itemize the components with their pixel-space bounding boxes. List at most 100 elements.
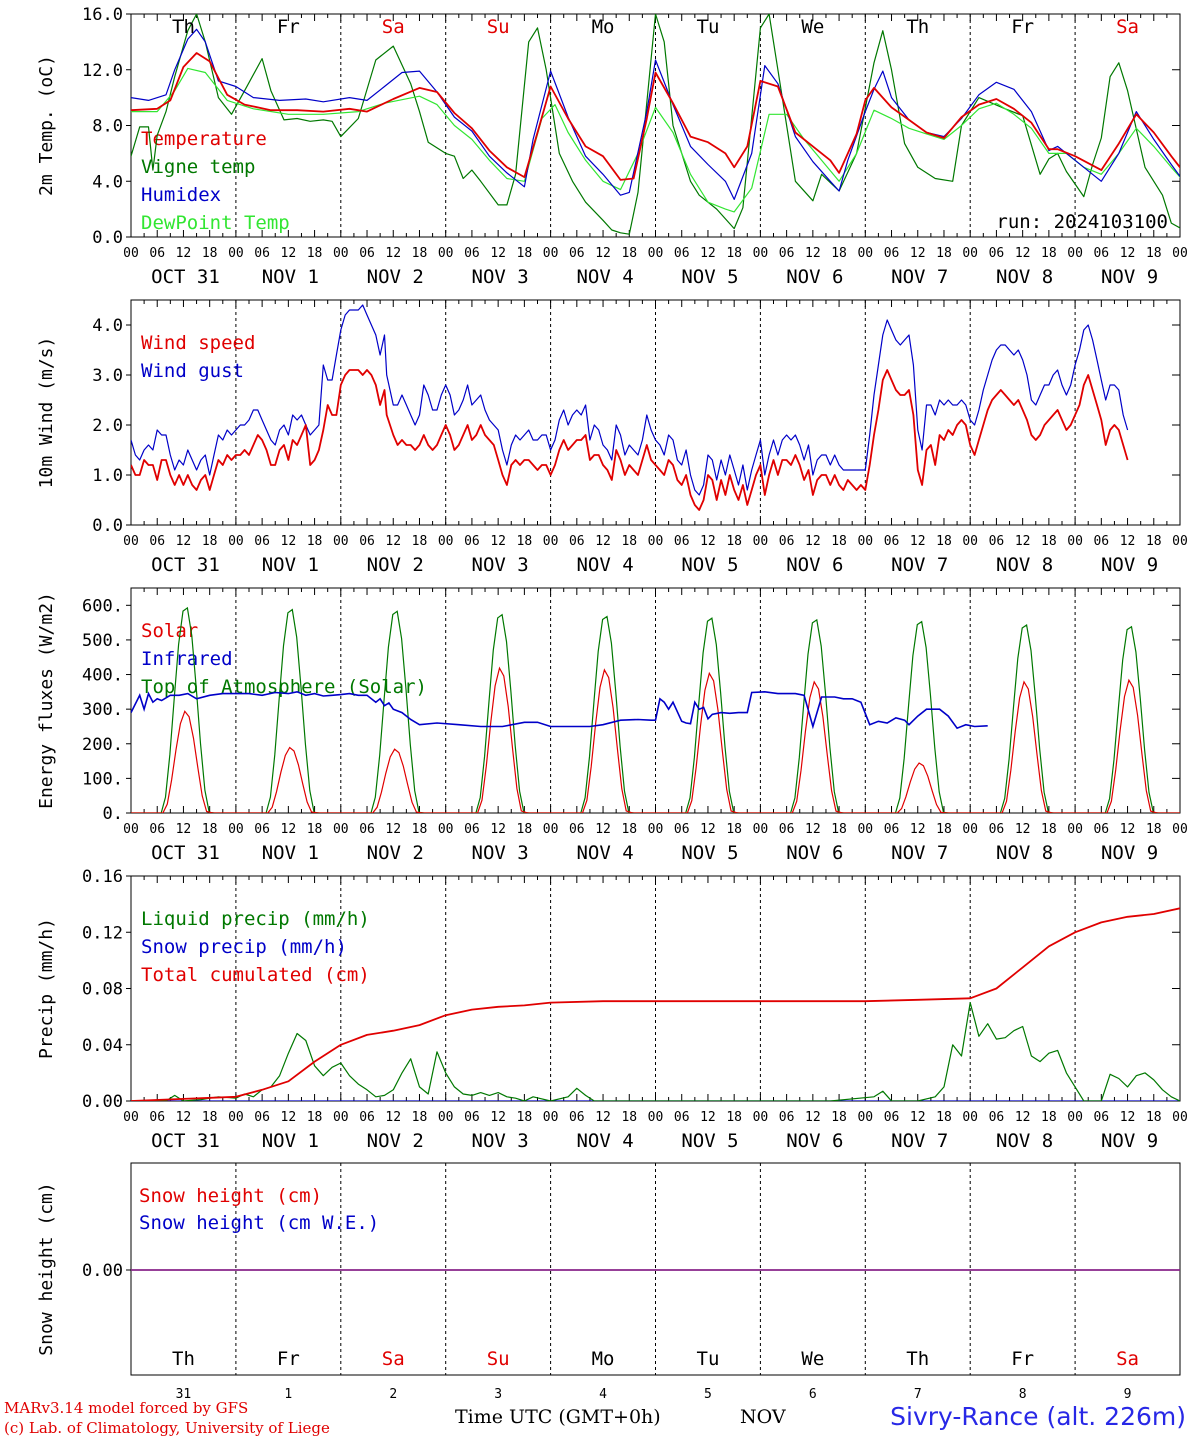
date-label: NOV 5 (681, 842, 738, 864)
y-tick-label: 0.08 (82, 980, 123, 1000)
weekday-label-bottom: Fr (1011, 1348, 1034, 1370)
hour-tick-label: 12 (385, 534, 401, 549)
legend-entry: Wind gust (141, 360, 244, 382)
hour-tick-label: 06 (359, 822, 375, 837)
hour-tick-label: 06 (359, 534, 375, 549)
date-label: NOV 6 (786, 1130, 843, 1152)
date-label: NOV 8 (996, 842, 1053, 864)
hour-tick-label: 06 (359, 246, 375, 261)
panel-2: 0.0 1.0 2.0 3.0 4.0 10m Wind (m/s) 00 06 12 18 OCT… (36, 299, 1188, 576)
date-label: NOV 9 (1101, 554, 1158, 576)
hour-tick-label: 18 (726, 1110, 742, 1125)
date-label: NOV 9 (1101, 266, 1158, 288)
hour-tick-label: 06 (779, 534, 795, 549)
weekday-label-bottom: Tu (697, 1348, 720, 1370)
hour-tick-label: 18 (307, 822, 323, 837)
hour-tick-label: 00 (123, 246, 139, 261)
y-tick-label: 0.16 (82, 867, 123, 887)
hour-tick-label: 12 (805, 246, 821, 261)
hour-tick-label: 12 (490, 534, 506, 549)
date-label: NOV 2 (367, 266, 424, 288)
weekday-label-bottom: Mo (592, 1348, 615, 1370)
hour-tick-label: 12 (176, 822, 192, 837)
hour-tick-label: 12 (490, 822, 506, 837)
date-label: NOV 7 (891, 266, 948, 288)
hour-tick-label: 12 (385, 246, 401, 261)
date-label: NOV 8 (996, 266, 1053, 288)
legend-entry: Vigne temp (141, 156, 255, 178)
y-tick-label: 12.0 (82, 61, 123, 81)
hour-tick-label: 12 (700, 246, 716, 261)
day-number-label: 3 (494, 1387, 502, 1402)
weekday-label: We (801, 16, 824, 38)
hour-tick-label: 18 (1041, 534, 1057, 549)
hour-tick-label: 12 (1120, 822, 1136, 837)
date-label: NOV 6 (786, 842, 843, 864)
hour-tick-label: 12 (1120, 246, 1136, 261)
legend-entry: Infrared (141, 648, 233, 670)
model-credit: MARv3.14 model forced by GFS (c) Lab. of… (4, 1398, 330, 1438)
y-tick-label: 600. (82, 596, 123, 616)
hour-tick-label: 18 (1041, 822, 1057, 837)
hour-tick-label: 06 (884, 822, 900, 837)
hour-tick-label: 18 (726, 246, 742, 261)
hour-tick-label: 00 (1067, 1110, 1083, 1125)
hour-tick-label: 12 (910, 822, 926, 837)
legend-entry: Snow height (cm W.E.) (139, 1212, 379, 1234)
hour-tick-label: 12 (805, 822, 821, 837)
hour-tick-label: 00 (1067, 534, 1083, 549)
date-label: NOV 3 (472, 266, 529, 288)
series-line-wind-gust (131, 304, 1129, 496)
y-axis-label: Energy fluxes (W/m2) (36, 592, 57, 809)
panel-frame (130, 587, 1181, 814)
hour-tick-label: 06 (884, 1110, 900, 1125)
weekday-label-bottom: Th (172, 1348, 195, 1370)
day-number-label: 7 (914, 1387, 922, 1402)
hour-tick-label: 18 (936, 246, 952, 261)
y-tick-label: 0.04 (82, 1036, 123, 1056)
y-tick-label: 8.0 (92, 117, 123, 137)
hour-tick-label: 18 (412, 1110, 428, 1125)
hour-tick-label: 12 (490, 1110, 506, 1125)
hour-tick-label: 12 (595, 1110, 611, 1125)
hour-tick-label: 18 (831, 534, 847, 549)
y-axis-label: 2m Temp. (oC) (36, 55, 57, 196)
hour-tick-label: 00 (333, 1110, 349, 1125)
hour-tick-label: 06 (1093, 822, 1109, 837)
hour-tick-label: 18 (831, 822, 847, 837)
hour-tick-label: 06 (779, 246, 795, 261)
hour-tick-label: 00 (753, 246, 769, 261)
hour-tick-label: 06 (569, 1110, 585, 1125)
run-annotation: run: 2024103100 (996, 211, 1168, 233)
weekday-label-bottom: We (801, 1348, 824, 1370)
series-line-temperature (131, 52, 1180, 181)
hour-tick-label: 12 (281, 534, 297, 549)
hour-tick-label: 00 (648, 246, 664, 261)
legend-entry: Liquid precip (mm/h) (141, 908, 370, 930)
date-label: NOV 4 (576, 554, 633, 576)
hour-tick-label: 06 (674, 822, 690, 837)
date-label: NOV 3 (472, 1130, 529, 1152)
hour-tick-label: 18 (307, 246, 323, 261)
series-toa-solar-line (131, 606, 1180, 813)
y-tick-label: 1.0 (92, 466, 123, 486)
date-label: NOV 7 (891, 842, 948, 864)
series-line-total-cumulated-cm- (131, 907, 1180, 1101)
hour-tick-label: 06 (779, 1110, 795, 1125)
hour-tick-label: 00 (228, 534, 244, 549)
hour-tick-label: 18 (517, 246, 533, 261)
day-number-label: 5 (704, 1387, 712, 1402)
hour-tick-label: 18 (307, 534, 323, 549)
hour-tick-label: 06 (149, 246, 165, 261)
hour-tick-label: 12 (700, 822, 716, 837)
y-tick-label: 0.0 (92, 228, 123, 248)
date-label: OCT 31 (151, 842, 220, 864)
hour-tick-label: 00 (438, 246, 454, 261)
y-tick-label: 0.00 (82, 1261, 123, 1281)
weekday-label: Th (906, 16, 929, 38)
panel-4: 0.00 0.04 0.08 0.12 0.16 Precip (mm/h) 00 06 12 1… (36, 867, 1188, 1152)
hour-tick-label: 00 (753, 1110, 769, 1125)
hour-tick-label: 18 (517, 822, 533, 837)
y-tick-label: 0.12 (82, 923, 123, 943)
station-name: Sivry-Rance (alt. 226m) (890, 1402, 1186, 1431)
